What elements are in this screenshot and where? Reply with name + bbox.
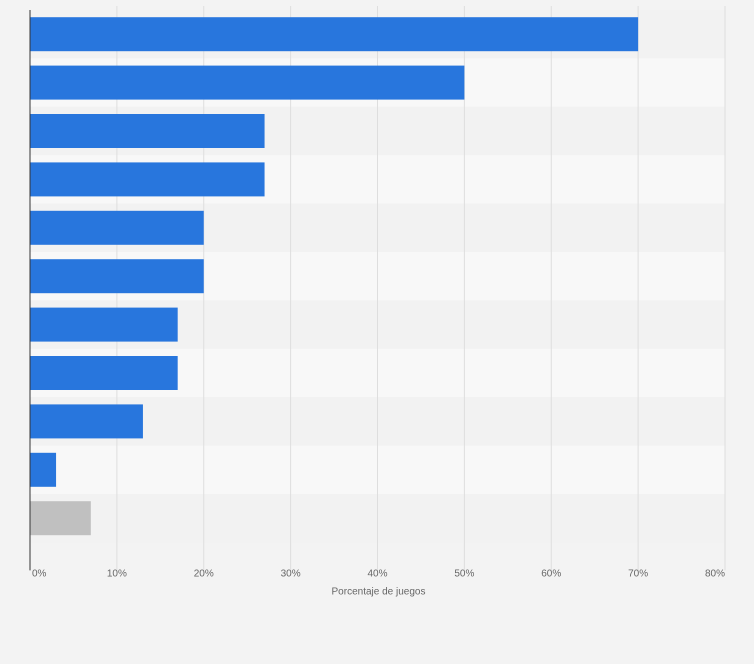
x-tick-label-40: 40% [367, 568, 387, 579]
bars [30, 17, 639, 536]
bar-9 [30, 404, 143, 439]
x-tick-label-10: 10% [107, 568, 127, 579]
bar-1 [30, 17, 639, 52]
x-tick-labels: 0% 10% 20% 30% 40% 50% 60% 70% 80% [32, 568, 725, 579]
bar-8 [30, 356, 178, 390]
bar-4 [30, 162, 265, 197]
x-tick-label-20: 20% [194, 568, 214, 579]
bar-10 [30, 452, 57, 487]
x-tick-label-0: 0% [32, 568, 47, 579]
x-tick-label-50: 50% [454, 568, 474, 579]
x-tick-label-30: 30% [281, 568, 301, 579]
x-axis-label: Porcentaje de juegos [332, 586, 426, 597]
bar-7 [30, 307, 178, 342]
x-tick-label-60: 60% [541, 568, 561, 579]
x-tick-label-80: 80% [705, 568, 725, 579]
bar-2 [30, 65, 465, 100]
bar-5 [30, 210, 204, 245]
bar-11 [30, 501, 91, 536]
x-tick-label-70: 70% [628, 568, 648, 579]
bar-3 [30, 114, 265, 148]
bar-6 [30, 259, 204, 294]
